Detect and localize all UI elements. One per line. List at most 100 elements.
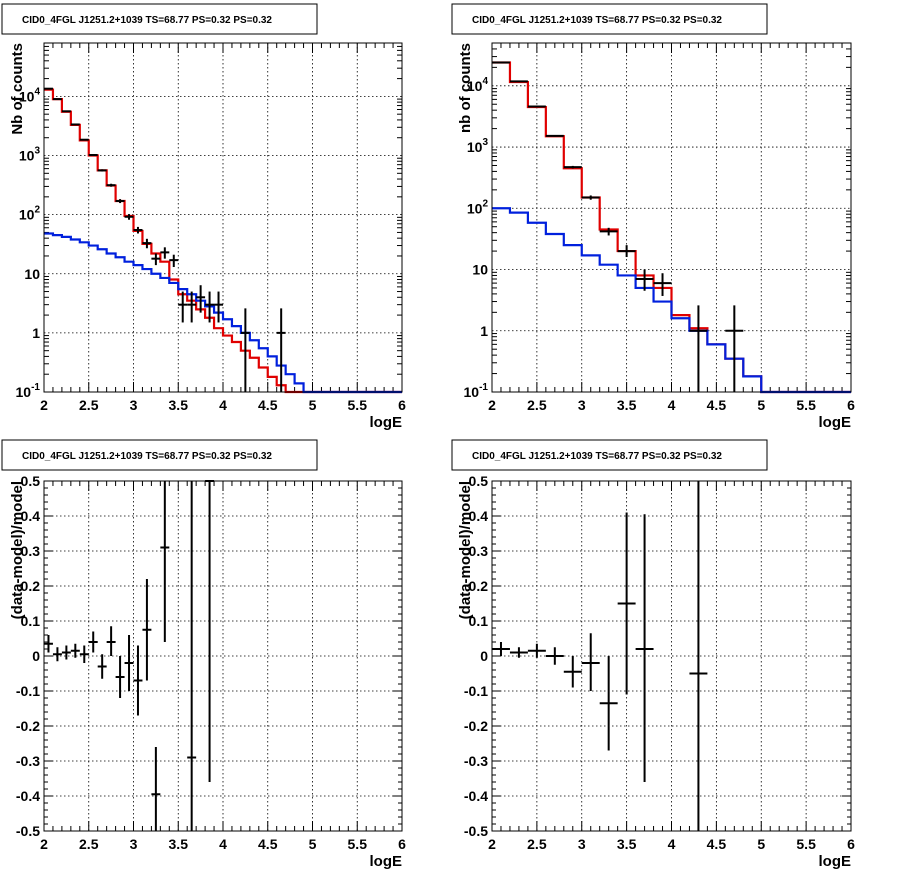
y-tick-label: 0.5 xyxy=(469,473,489,489)
grid xyxy=(44,43,402,392)
y-tick-label: 10-1 xyxy=(16,382,41,400)
y-tick-label: -0.2 xyxy=(16,718,40,734)
x-tick-label: 4.5 xyxy=(258,836,278,852)
x-tick-label: 4 xyxy=(219,836,227,852)
chart-panel-2: 2 2.5 3 3.5 4 4.5 5 5.5 6 10-1 1 10 102 103 104 logE nb … xyxy=(451,3,855,431)
x-tick-label: 4 xyxy=(219,397,227,413)
data-points xyxy=(44,480,215,831)
x-tick-label: 3 xyxy=(578,836,586,852)
x-tick-label: 3.5 xyxy=(169,836,189,852)
x-tick-label: 2 xyxy=(488,397,496,413)
plot-frame xyxy=(43,42,403,393)
x-tick-label: 5.5 xyxy=(796,836,816,852)
y-tick-label: 102 xyxy=(19,205,41,223)
x-tick-label: 5.5 xyxy=(348,836,368,852)
y-tick-label: -0.5 xyxy=(16,823,40,839)
x-tick-label: 4.5 xyxy=(707,836,727,852)
x-tick-label: 3.5 xyxy=(169,397,189,413)
x-tick-label: 3.5 xyxy=(617,836,637,852)
x-tick-label: 3.5 xyxy=(617,397,637,413)
y-tick-label: 10 xyxy=(472,262,488,278)
y-tick-label: -0.3 xyxy=(464,753,488,769)
y-axis-label: (data-model)/model xyxy=(457,481,474,619)
x-tick-label: 2 xyxy=(40,836,48,852)
x-tick-label: 4.5 xyxy=(707,397,727,413)
x-axis-label: logE xyxy=(370,414,403,431)
y-tick-label: 10-1 xyxy=(464,382,489,400)
y-axis-label: Nb of counts xyxy=(9,43,26,135)
x-tick-label: 5 xyxy=(757,397,765,413)
x-tick-label: 5 xyxy=(309,836,317,852)
plot-frame xyxy=(491,480,852,832)
y-tick-label: 0 xyxy=(480,648,488,664)
title-box xyxy=(451,3,768,35)
y-axis-label: (data-model)/model xyxy=(9,481,26,619)
grid xyxy=(44,481,402,831)
data-points xyxy=(492,61,744,392)
chart-panel-3: 2 2.5 3 3.5 4 4.5 5 5.5 6 -0.5 -0.4 -0.3 -0.2 -0.1 0 0.… xyxy=(1,439,406,870)
x-tick-label: 2.5 xyxy=(79,836,99,852)
x-tick-label: 2.5 xyxy=(79,397,99,413)
x-tick-label: 2 xyxy=(40,397,48,413)
chart-title: CID0_4FGL J1251.2+1039 TS=68.77 PS=0.32 … xyxy=(472,451,722,462)
y-tick-label: 0.3 xyxy=(469,543,489,559)
x-tick-label: 4.5 xyxy=(258,397,278,413)
title-box xyxy=(451,439,768,471)
y-tick-label: 0.3 xyxy=(21,543,41,559)
data-points xyxy=(44,87,286,392)
background-model-histogram xyxy=(492,207,851,394)
x-tick-label: 6 xyxy=(847,397,855,413)
chart-title: CID0_4FGL J1251.2+1039 TS=68.77 PS=0.32 … xyxy=(472,15,722,26)
y-tick-label: 0.2 xyxy=(21,578,41,594)
y-tick-label: 1 xyxy=(32,325,40,341)
grid xyxy=(492,43,851,392)
x-tick-label: 5 xyxy=(309,397,317,413)
y-tick-label: 0 xyxy=(32,648,40,664)
x-axis-label: logE xyxy=(819,853,852,870)
y-tick-label: -0.1 xyxy=(464,683,488,699)
y-tick-label: 103 xyxy=(19,146,41,164)
y-tick-label: 0.2 xyxy=(469,578,489,594)
title-box xyxy=(1,439,318,471)
plot-frame xyxy=(43,480,403,832)
chart-panel-4: 2 2.5 3 3.5 4 4.5 5 5.5 6 -0.5 -0.4 -0.3 -0.2 -0.1 0 0.… xyxy=(451,439,855,870)
x-tick-label: 2.5 xyxy=(527,836,547,852)
y-tick-label: -0.5 xyxy=(464,823,488,839)
chart-panel-1: 2 2.5 3 3.5 4 4.5 5 5.5 6 10-1 1 10 102 103 104 logE Nb … xyxy=(1,3,406,431)
y-tick-label: 0.1 xyxy=(21,613,41,629)
x-tick-label: 6 xyxy=(847,836,855,852)
y-tick-label: 103 xyxy=(467,137,489,155)
x-tick-label: 4 xyxy=(668,836,676,852)
x-tick-label: 3 xyxy=(578,397,586,413)
y-tick-label: -0.2 xyxy=(464,718,488,734)
title-box xyxy=(1,3,318,35)
y-tick-label: -0.1 xyxy=(16,683,40,699)
y-tick-label: -0.4 xyxy=(464,788,488,804)
x-tick-label: 3 xyxy=(130,836,138,852)
x-tick-label: 5.5 xyxy=(796,397,816,413)
data-points xyxy=(492,481,708,831)
plot-frame xyxy=(491,42,852,393)
y-tick-label: 0.4 xyxy=(469,508,489,524)
x-tick-label: 3 xyxy=(130,397,138,413)
x-axis-label: logE xyxy=(819,414,852,431)
y-tick-label: 0.1 xyxy=(469,613,489,629)
y-tick-label: -0.4 xyxy=(16,788,40,804)
y-tick-label: 102 xyxy=(467,198,489,216)
x-tick-label: 5 xyxy=(757,836,765,852)
y-tick-label: -0.3 xyxy=(16,753,40,769)
y-axis-label: nb of counts xyxy=(457,43,474,133)
y-tick-label: 0.5 xyxy=(21,473,41,489)
x-tick-label: 5.5 xyxy=(348,397,368,413)
y-tick-label: 0.4 xyxy=(21,508,41,524)
x-tick-label: 4 xyxy=(668,397,676,413)
x-tick-label: 6 xyxy=(398,397,406,413)
y-tick-label: 1 xyxy=(480,323,488,339)
x-tick-label: 2 xyxy=(488,836,496,852)
chart-title: CID0_4FGL J1251.2+1039 TS=68.77 PS=0.32 … xyxy=(22,451,272,462)
x-axis-label: logE xyxy=(370,853,403,870)
x-tick-label: 6 xyxy=(398,836,406,852)
chart-title: CID0_4FGL J1251.2+1039 TS=68.77 PS=0.32 … xyxy=(22,15,272,26)
y-tick-label: 104 xyxy=(19,86,41,104)
